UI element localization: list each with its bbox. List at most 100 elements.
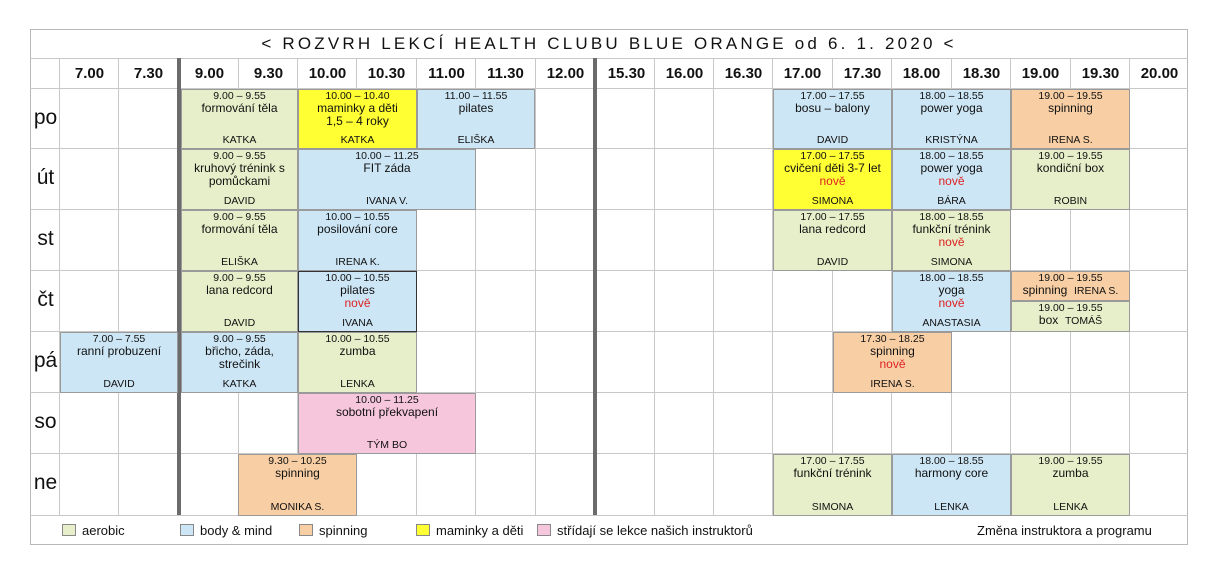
class-instructor: IVANA V. bbox=[365, 195, 409, 207]
legend-item-aerobic: aerobic bbox=[62, 521, 125, 539]
class-block[interactable]: 10.00 – 10.55 zumba LENKA bbox=[298, 332, 417, 393]
class-time: 17.00 – 17.55 bbox=[800, 211, 865, 223]
class-block[interactable]: 19.00 – 19.55 zumba LENKA bbox=[1011, 454, 1130, 516]
class-block[interactable]: 10.00 – 10.40 maminky a děti 1,5 – 4 rok… bbox=[298, 89, 417, 149]
class-block[interactable]: 19.00 – 19.55 spinning IRENA S. bbox=[1011, 271, 1130, 301]
class-block[interactable]: 19.00 – 19.55 box TOMÁŠ bbox=[1011, 301, 1130, 332]
class-name: břicho, záda, strečink bbox=[205, 344, 274, 371]
schedule-frame bbox=[30, 29, 1188, 545]
day-label-ne: ne bbox=[33, 471, 58, 494]
class-time: 17.00 – 17.55 bbox=[800, 455, 865, 467]
class-name: FIT záda bbox=[363, 161, 411, 175]
legend-item-spinning: spinning bbox=[299, 521, 367, 539]
class-name: pilates bbox=[458, 101, 494, 115]
class-block[interactable]: 11.00 – 11.55 pilates ELIŠKA bbox=[417, 89, 535, 149]
class-name: lana redcord bbox=[206, 283, 273, 297]
time-header: 16.00 bbox=[665, 64, 704, 82]
class-block[interactable]: 17.00 – 17.55 funkční trénink SIMONA bbox=[773, 454, 892, 516]
class-time: 10.00 – 10.55 bbox=[325, 272, 390, 284]
day-label-pa: pá bbox=[33, 349, 58, 372]
class-name: funkční trénink bbox=[912, 222, 991, 236]
class-instructor: KATKA bbox=[340, 134, 375, 146]
class-block[interactable]: 17.00 – 17.55 bosu – balony DAVID bbox=[773, 89, 892, 149]
time-header: 10.30 bbox=[367, 64, 406, 82]
time-header: 17.00 bbox=[783, 64, 822, 82]
grid-line bbox=[59, 58, 60, 515]
class-line: box TOMÁŠ bbox=[1039, 314, 1102, 328]
legend-swatch bbox=[416, 524, 430, 536]
grid-line bbox=[475, 58, 476, 515]
class-time: 17.30 – 18.25 bbox=[860, 333, 925, 345]
class-name: zumba bbox=[339, 344, 376, 358]
class-name: maminky a děti 1,5 – 4 roky bbox=[317, 101, 398, 128]
legend-label: maminky a děti bbox=[436, 522, 524, 538]
class-block[interactable]: 17.00 – 17.55 cvičení děti 3-7 let nově … bbox=[773, 149, 892, 210]
class-instructor: BÁRA bbox=[937, 195, 966, 207]
day-label-po: po bbox=[33, 106, 58, 129]
class-block[interactable]: 9.00 – 9.55 lana redcord DAVID bbox=[181, 271, 298, 332]
class-time: 10.00 – 10.40 bbox=[325, 90, 390, 102]
class-block[interactable]: 9.00 – 9.55 formování těla ELIŠKA bbox=[181, 210, 298, 271]
class-new-badge: nově bbox=[938, 235, 965, 249]
time-header: 7.30 bbox=[133, 64, 164, 82]
section-divider bbox=[177, 58, 181, 515]
class-block[interactable]: 18.00 – 18.55 power yoga nově BÁRA bbox=[892, 149, 1011, 210]
class-block[interactable]: 9.00 – 9.55 formování těla KATKA bbox=[181, 89, 298, 149]
class-instructor: IRENA S. bbox=[1048, 134, 1093, 146]
class-block[interactable]: 10.00 – 10.55 posilování core IRENA K. bbox=[298, 210, 417, 271]
day-label-ut: út bbox=[36, 166, 55, 189]
class-instructor: SIMONA bbox=[811, 501, 854, 513]
class-block[interactable]: 9.00 – 9.55 břicho, záda, strečink KATKA bbox=[181, 332, 298, 393]
class-block[interactable]: 17.00 – 17.55 lana redcord DAVID bbox=[773, 210, 892, 271]
class-block[interactable]: 10.00 – 10.55 pilates nově IVANA bbox=[298, 271, 417, 332]
time-header: 16.30 bbox=[724, 64, 763, 82]
legend-swatch bbox=[537, 524, 551, 536]
grid-line bbox=[30, 58, 1188, 59]
grid-line bbox=[118, 58, 119, 515]
class-block[interactable]: 19.00 – 19.55 spinning IRENA S. bbox=[1011, 89, 1130, 149]
class-time: 17.00 – 17.55 bbox=[800, 90, 865, 102]
class-instructor: SIMONA bbox=[930, 256, 973, 268]
time-header: 17.30 bbox=[843, 64, 882, 82]
class-new-badge: nově bbox=[938, 296, 965, 310]
class-instructor: ANASTASIA bbox=[922, 317, 981, 329]
time-header: 9.00 bbox=[194, 64, 225, 82]
class-time: 10.00 – 11.25 bbox=[355, 394, 419, 406]
class-instructor: SIMONA bbox=[811, 195, 854, 207]
class-time: 9.00 – 9.55 bbox=[213, 90, 266, 102]
class-name: posilování core bbox=[317, 222, 398, 236]
class-name: spinning bbox=[1048, 101, 1093, 115]
class-name: kruhový trénink s pomůckami bbox=[194, 161, 285, 188]
class-name: harmony core bbox=[914, 466, 989, 480]
class-block[interactable]: 9.00 – 9.55 kruhový trénink s pomůckami … bbox=[181, 149, 298, 210]
grid-line bbox=[772, 58, 773, 515]
grid-line bbox=[30, 270, 1188, 271]
class-block[interactable]: 10.00 – 11.25 FIT záda IVANA V. bbox=[298, 149, 476, 210]
class-block[interactable]: 9.30 – 10.25 spinning MONIKA S. bbox=[238, 454, 357, 516]
class-instructor: MONIKA S. bbox=[270, 501, 325, 513]
class-block[interactable]: 18.00 – 18.55 yoga nově ANASTASIA bbox=[892, 271, 1011, 332]
time-header: 20.00 bbox=[1140, 64, 1179, 82]
class-instructor: LENKA bbox=[340, 378, 375, 390]
class-time: 10.00 – 11.25 bbox=[355, 150, 419, 162]
class-line: spinning IRENA S. bbox=[1023, 284, 1119, 298]
class-block[interactable]: 18.00 – 18.55 harmony core LENKA bbox=[892, 454, 1011, 516]
class-name: zumba bbox=[1052, 466, 1089, 480]
grid-line bbox=[713, 58, 714, 515]
class-name: spinning bbox=[1022, 283, 1068, 297]
class-block[interactable]: 17.30 – 18.25 spinning nově IRENA S. bbox=[833, 332, 952, 393]
legend-item-bodymind: body & mind bbox=[180, 521, 272, 539]
class-instructor: IRENA S. bbox=[870, 378, 915, 390]
class-block[interactable]: 18.00 – 18.55 funkční trénink nově SIMON… bbox=[892, 210, 1011, 271]
class-time: 19.00 – 19.55 bbox=[1038, 302, 1103, 314]
legend-swatch bbox=[62, 524, 76, 536]
class-block[interactable]: 10.00 – 11.25 sobotní překvapení TÝM BO bbox=[298, 393, 476, 454]
class-block[interactable]: 19.00 – 19.55 kondiční box ROBIN bbox=[1011, 149, 1130, 210]
class-instructor: DAVID bbox=[816, 256, 849, 268]
grid-line bbox=[535, 58, 536, 515]
class-block[interactable]: 18.00 – 18.55 power yoga KRISTÝNA bbox=[892, 89, 1011, 149]
class-name: sobotní překvapení bbox=[335, 405, 439, 419]
time-header: 18.30 bbox=[962, 64, 1001, 82]
day-label-ct: čt bbox=[37, 288, 54, 311]
class-block[interactable]: 7.00 – 7.55 ranní probuzení DAVID bbox=[60, 332, 178, 393]
